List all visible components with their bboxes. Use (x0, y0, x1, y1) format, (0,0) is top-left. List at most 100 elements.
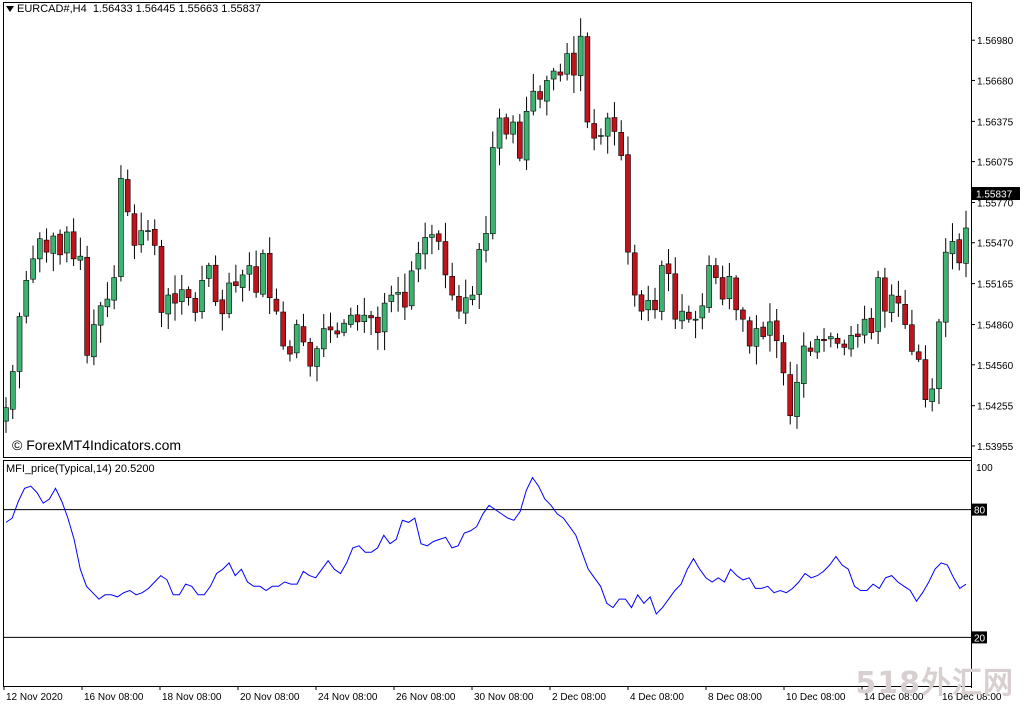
candle (16, 312, 23, 389)
bull-candle-body (658, 265, 665, 312)
bear-candle-body (760, 326, 766, 337)
bull-candle-body (888, 294, 895, 314)
bull-candle-body (706, 265, 712, 308)
bull-candle-body (388, 294, 395, 302)
bear-candle-body (915, 351, 922, 360)
candle (375, 306, 381, 350)
bull-candle-body (111, 277, 117, 301)
bull-candle-body (483, 233, 489, 251)
bear-candle-body (834, 338, 841, 344)
candle (564, 43, 570, 81)
candle (679, 294, 685, 330)
bear-candle-body (625, 154, 631, 253)
candle (23, 271, 30, 324)
candle (280, 301, 286, 350)
candle (192, 292, 199, 322)
bear-candle-body (537, 91, 543, 100)
bear-candle-body (956, 239, 963, 264)
candle (787, 361, 794, 425)
candle (963, 210, 969, 278)
bear-candle-body (280, 311, 286, 347)
bull-candle-body (598, 135, 604, 137)
mfi-tick-label: 80 (974, 506, 986, 517)
candle (131, 204, 138, 260)
candle (381, 293, 388, 351)
candle (861, 305, 868, 344)
bull-candle-body (422, 237, 428, 255)
candle (915, 344, 922, 363)
candle (334, 322, 341, 338)
bull-candle-body (178, 289, 185, 302)
bull-candle-body (692, 318, 699, 321)
candle (266, 237, 273, 314)
bull-candle-body (699, 305, 706, 319)
bear-candle-body (287, 346, 293, 355)
candle (807, 341, 814, 357)
dropdown-triangle-icon[interactable] (6, 6, 14, 13)
candle (760, 321, 766, 340)
bull-candle-body (30, 258, 36, 280)
time-tick-label: 12 Nov 2020 (6, 692, 63, 703)
candle (902, 289, 908, 329)
candle (293, 319, 300, 359)
watermark-text: © ForexMT4Indicators.com (12, 437, 182, 453)
candle (949, 223, 956, 270)
candle (821, 328, 827, 352)
candle (111, 265, 117, 310)
bull-candle-body (429, 234, 435, 238)
bull-candle-body (942, 251, 949, 323)
bear-candle-body (219, 299, 226, 315)
bear-candle-body (780, 342, 787, 374)
bear-candle-body (151, 229, 158, 246)
candle (598, 128, 604, 145)
bull-candle-body (469, 294, 476, 300)
candle (530, 74, 537, 116)
bear-candle-body (591, 123, 597, 139)
bear-candle-body (273, 298, 280, 312)
bear-candle-body (902, 303, 908, 325)
time-tick-label: 20 Nov 08:00 (240, 692, 300, 703)
candle (320, 314, 327, 358)
bull-candle-body (645, 300, 652, 311)
candle (652, 287, 658, 319)
bull-candle-body (875, 277, 881, 332)
candle (706, 255, 712, 313)
bear-candle-body (300, 326, 307, 343)
bull-candle-body (489, 147, 496, 235)
bull-candle-body (341, 322, 347, 333)
bear-candle-body (375, 316, 381, 333)
price-tick-label: 1.55165 (977, 280, 1014, 291)
bear-candle-body (212, 264, 219, 303)
candle (577, 18, 584, 92)
candle (658, 260, 665, 321)
bear-candle-body (672, 273, 679, 320)
price-tick-label: 1.56375 (977, 117, 1014, 128)
candle (456, 285, 462, 319)
price-tick-label: 1.56680 (977, 76, 1014, 87)
candle (84, 245, 90, 364)
candle (212, 255, 219, 306)
candle (408, 261, 415, 310)
bull-candle-body (550, 70, 557, 80)
candle (307, 337, 314, 377)
bull-candle-body (37, 238, 43, 260)
bear-candle-body (618, 132, 625, 156)
bull-candle-body (949, 241, 956, 255)
bear-candle-body (733, 277, 739, 311)
bull-candle-body (16, 316, 23, 372)
mfi-axis-ticks: 100 80 20 (972, 463, 993, 644)
bull-candle-body (530, 90, 537, 112)
candle (429, 224, 435, 255)
bear-candle-body (719, 277, 726, 300)
bull-candle-body (361, 314, 368, 323)
candle (929, 378, 935, 412)
candle (794, 364, 800, 429)
mfi-level-badge (972, 503, 987, 516)
candle (354, 305, 361, 331)
candle (719, 265, 726, 306)
bull-candle-body (3, 407, 9, 422)
bear-candle-body (638, 294, 645, 312)
mfi-line (5, 476, 967, 615)
bull-candle-body (800, 345, 807, 384)
bull-candle-body (91, 324, 97, 358)
